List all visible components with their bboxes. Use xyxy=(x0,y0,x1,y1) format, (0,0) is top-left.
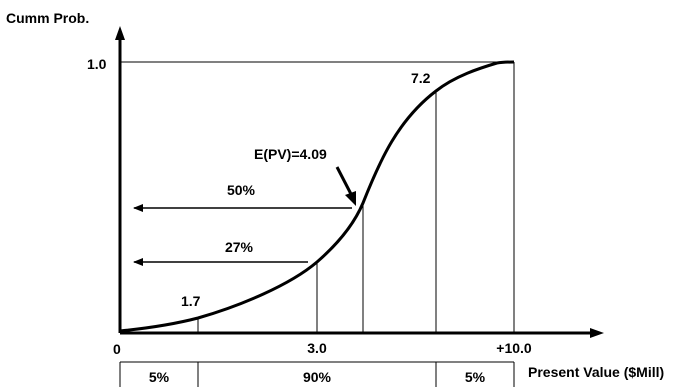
cumulative-curve xyxy=(119,60,515,333)
table-cell-mid: 90% xyxy=(303,369,332,385)
expected-value-pointer xyxy=(335,166,354,197)
x-tick-10-0: +10.0 xyxy=(496,340,532,356)
table-cell-low: 5% xyxy=(149,369,170,385)
x-axis-arrowhead xyxy=(590,328,604,338)
point-label-1-7: 1.7 xyxy=(181,293,201,309)
expected-value-label: E(PV)=4.09 xyxy=(254,146,327,162)
point-label-7-2: 7.2 xyxy=(411,70,431,86)
y-axis-label: Cumm Prob. xyxy=(6,10,89,26)
x-axis-label: Present Value ($Mill) xyxy=(528,364,664,380)
arrow-27-label: 27% xyxy=(225,239,254,255)
x-tick-3-0: 3.0 xyxy=(307,340,327,356)
y-axis-arrowhead xyxy=(115,26,125,40)
origin-label: 0 xyxy=(113,341,121,357)
arrow-50-label: 50% xyxy=(227,182,256,198)
expected-value-pointer-head xyxy=(345,191,356,206)
table-cell-high: 5% xyxy=(465,369,486,385)
y-tick-1-0: 1.0 xyxy=(87,56,107,72)
